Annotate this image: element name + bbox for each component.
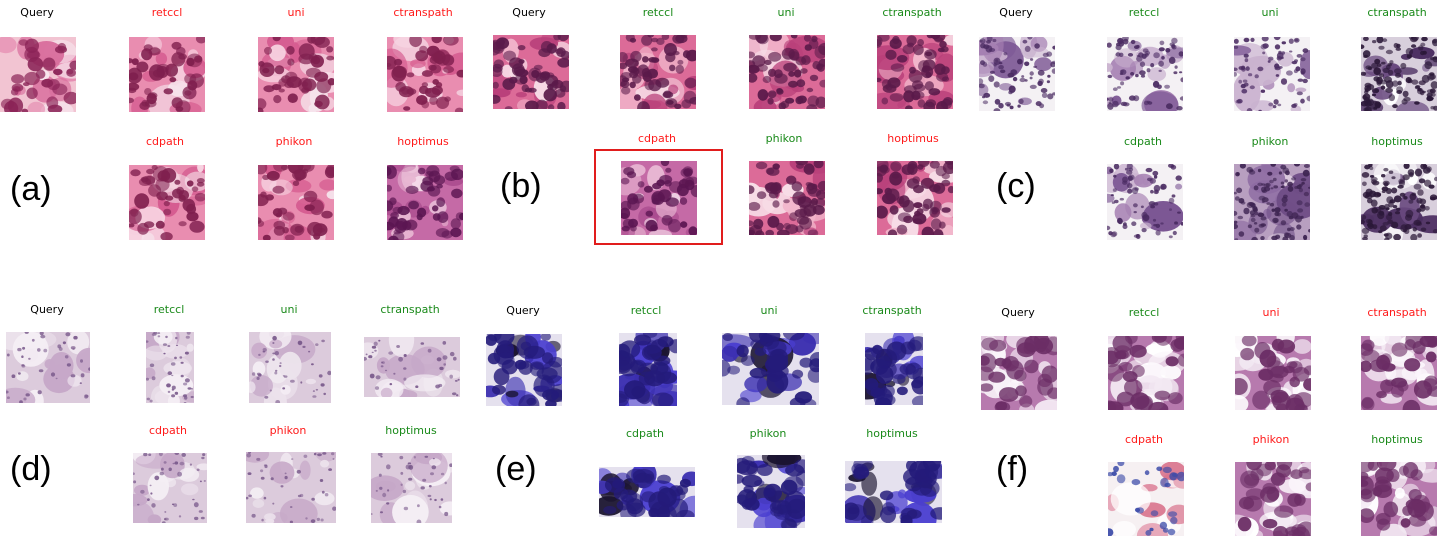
query-label: Query [1001, 306, 1035, 319]
model-label: ctranspath [1367, 306, 1427, 319]
model-label: uni [760, 304, 778, 317]
query-image [981, 336, 1057, 410]
model-label: retccl [630, 304, 662, 317]
retrieved-image [877, 161, 953, 235]
model-label: phikon [1251, 135, 1289, 148]
model-label: phikon [275, 135, 313, 148]
retrieved-image [749, 161, 825, 235]
retrieved-image [1235, 336, 1311, 410]
retrieved-image [1234, 37, 1310, 111]
model-label: cdpath [1123, 135, 1163, 148]
model-label: ctranspath [882, 6, 942, 19]
retrieved-image [1108, 462, 1184, 536]
retrieved-image [1235, 462, 1311, 536]
model-label: cdpath [1124, 433, 1164, 446]
query-image [486, 334, 562, 406]
retrieved-image [249, 332, 331, 403]
retrieved-image [387, 37, 463, 112]
model-label: retccl [153, 303, 185, 316]
panel-letter: (b) [500, 167, 542, 205]
retrieved-image [371, 453, 452, 523]
panel-letter: (d) [10, 450, 52, 488]
retrieved-image [146, 332, 194, 403]
retrieved-image [1107, 37, 1183, 111]
model-label: ctranspath [380, 303, 440, 316]
retrieved-image [1108, 336, 1184, 410]
retrieved-image [246, 452, 336, 523]
retrieved-image [877, 35, 953, 109]
panel-letter: (f) [996, 450, 1029, 488]
model-label: uni [287, 6, 305, 19]
retrieved-image [599, 467, 695, 517]
model-label: retccl [1128, 306, 1160, 319]
retrieved-image [619, 333, 677, 406]
retrieved-image [1361, 336, 1437, 410]
model-label: hoptimus [887, 132, 939, 145]
model-label: cdpath [625, 427, 665, 440]
query-image [493, 35, 569, 109]
model-label: uni [1261, 6, 1279, 19]
retrieved-image [258, 37, 334, 112]
retrieved-image [258, 165, 334, 240]
query-image [6, 332, 90, 403]
retrieved-image [387, 165, 463, 240]
model-label: phikon [269, 424, 307, 437]
model-label: ctranspath [862, 304, 922, 317]
model-label: retccl [1128, 6, 1160, 19]
model-label: hoptimus [385, 424, 437, 437]
query-label: Query [20, 6, 54, 19]
model-label: uni [777, 6, 795, 19]
model-label: uni [280, 303, 298, 316]
panel-letter: (e) [495, 450, 537, 488]
model-label: cdpath [148, 424, 188, 437]
model-label: uni [1262, 306, 1280, 319]
model-label: phikon [765, 132, 803, 145]
model-label: retccl [642, 6, 674, 19]
retrieved-image [845, 461, 942, 523]
retrieved-image [620, 35, 696, 109]
model-label: ctranspath [393, 6, 453, 19]
retrieved-image [1361, 37, 1437, 111]
query-label: Query [30, 303, 64, 316]
model-label: hoptimus [1371, 433, 1423, 446]
retrieved-image [737, 455, 805, 528]
model-label: ctranspath [1367, 6, 1427, 19]
retrieved-image [621, 161, 697, 235]
model-label: retccl [151, 6, 183, 19]
retrieved-image [1361, 164, 1437, 240]
retrieved-image [133, 453, 207, 523]
retrieved-image [865, 333, 923, 405]
retrieved-image [1107, 164, 1183, 240]
model-label: phikon [1252, 433, 1290, 446]
model-label: hoptimus [397, 135, 449, 148]
query-label: Query [506, 304, 540, 317]
retrieved-image [1234, 164, 1310, 240]
model-label: phikon [749, 427, 787, 440]
query-image [0, 37, 76, 112]
panel-letter: (c) [996, 167, 1036, 205]
model-label: cdpath [145, 135, 185, 148]
query-image [979, 37, 1055, 111]
model-label: hoptimus [1371, 135, 1423, 148]
query-label: Query [512, 6, 546, 19]
retrieved-image [364, 337, 460, 397]
retrieved-image [1361, 462, 1437, 536]
highlight-box [594, 149, 723, 245]
retrieved-image [749, 35, 825, 109]
model-label: cdpath [637, 132, 677, 145]
retrieved-image [722, 333, 819, 405]
retrieved-image [129, 165, 205, 240]
retrieved-image [129, 37, 205, 112]
model-label: hoptimus [866, 427, 918, 440]
query-label: Query [999, 6, 1033, 19]
panel-letter: (a) [10, 170, 52, 208]
